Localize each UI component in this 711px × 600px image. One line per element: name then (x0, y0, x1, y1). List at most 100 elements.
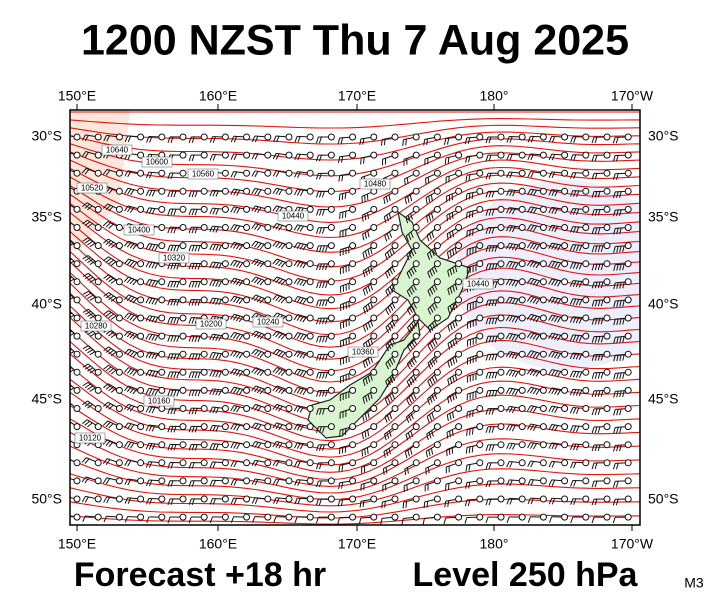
barb-feather (554, 262, 559, 268)
barb-feather (148, 406, 153, 413)
barb-feather (446, 233, 449, 240)
barb-feather (322, 426, 325, 433)
barb-feather (318, 480, 322, 488)
barb-feather (154, 371, 159, 378)
station (476, 350, 484, 358)
barb-feather (613, 228, 616, 235)
barb-feather (594, 354, 598, 361)
barb-feather (315, 191, 319, 198)
barb-feather (367, 267, 371, 274)
barb-feather (551, 171, 556, 179)
barb-feather (405, 235, 410, 242)
station (433, 423, 441, 431)
barb-feather (408, 361, 413, 368)
barb-feather (277, 333, 283, 339)
barb-feather (188, 462, 192, 469)
barb-feather (616, 318, 619, 326)
station (412, 441, 420, 449)
barb-feather (367, 322, 371, 329)
barb-feather (383, 138, 386, 146)
contour-label: 10440 (467, 280, 490, 289)
station (264, 350, 272, 358)
barb-feather (471, 210, 474, 218)
barb-feather (447, 500, 450, 507)
barb-feather (84, 239, 91, 244)
barb-feather (232, 351, 238, 357)
barb-feather (275, 405, 280, 411)
barb-feather (619, 227, 622, 235)
station (264, 386, 272, 394)
barb-feather (209, 443, 213, 450)
barb-feather (251, 348, 257, 355)
contour-label-box (462, 278, 494, 290)
barb-feather (70, 242, 75, 247)
barb-feather (297, 136, 301, 143)
barb-feather (82, 219, 88, 225)
station (137, 169, 145, 177)
barb-feather (167, 263, 171, 270)
station (624, 332, 632, 340)
barb-feather (191, 408, 195, 415)
station (243, 477, 251, 485)
barb-feather (238, 389, 244, 395)
barb-feather (362, 138, 365, 145)
barb-feather (364, 250, 368, 258)
station (476, 242, 484, 250)
barb-feather (532, 243, 538, 250)
barb-feather (619, 408, 622, 416)
barb-feather (82, 272, 89, 277)
barb-feather (272, 348, 278, 355)
barb-feather (233, 189, 238, 196)
barb-feather (272, 223, 278, 229)
barb-feather (548, 224, 553, 232)
barb-feather (428, 233, 432, 240)
barb-feather (434, 338, 438, 345)
station (158, 278, 166, 286)
barb-feather (446, 214, 449, 222)
station (412, 314, 420, 322)
station (285, 386, 293, 394)
barb-feather (82, 290, 89, 295)
barb-feather (62, 309, 68, 312)
barb-feather (575, 299, 580, 306)
barb-feather (578, 281, 583, 288)
barb-feather (465, 193, 468, 201)
barb-feather (509, 461, 513, 468)
barb-feather (413, 338, 417, 345)
station (264, 242, 272, 250)
barb-feather (554, 425, 559, 432)
barb-feather (591, 245, 595, 253)
barb-feather (594, 245, 598, 253)
barb-feather (251, 170, 256, 177)
barb-feather (384, 235, 388, 242)
barb-feather (528, 535, 530, 541)
station (455, 459, 463, 467)
barb-feather (578, 245, 583, 252)
barb-feather (384, 501, 386, 508)
barb-feather (532, 207, 537, 214)
barb-feather (126, 386, 132, 393)
barb-feather (61, 477, 65, 482)
barb-feather (275, 224, 280, 230)
barb-feather (554, 370, 559, 377)
station (264, 169, 272, 177)
barb-feather (318, 136, 322, 144)
barb-feather (151, 316, 156, 323)
barb-feather (89, 314, 96, 319)
barb-feather (451, 230, 454, 238)
barb-feather (212, 136, 216, 143)
barb-feather (529, 296, 535, 303)
barb-feather (494, 354, 498, 361)
barb-feather (297, 154, 301, 161)
barb-feather (278, 278, 283, 285)
barb-feather (511, 262, 516, 269)
barb-feather (527, 405, 532, 412)
barb-feather (62, 345, 68, 348)
barb-feather (530, 136, 534, 143)
barb-feather (594, 282, 598, 289)
barb-feather (616, 391, 619, 398)
station (582, 314, 590, 322)
barb-feather (591, 209, 595, 216)
station (370, 386, 378, 394)
station (73, 459, 81, 467)
